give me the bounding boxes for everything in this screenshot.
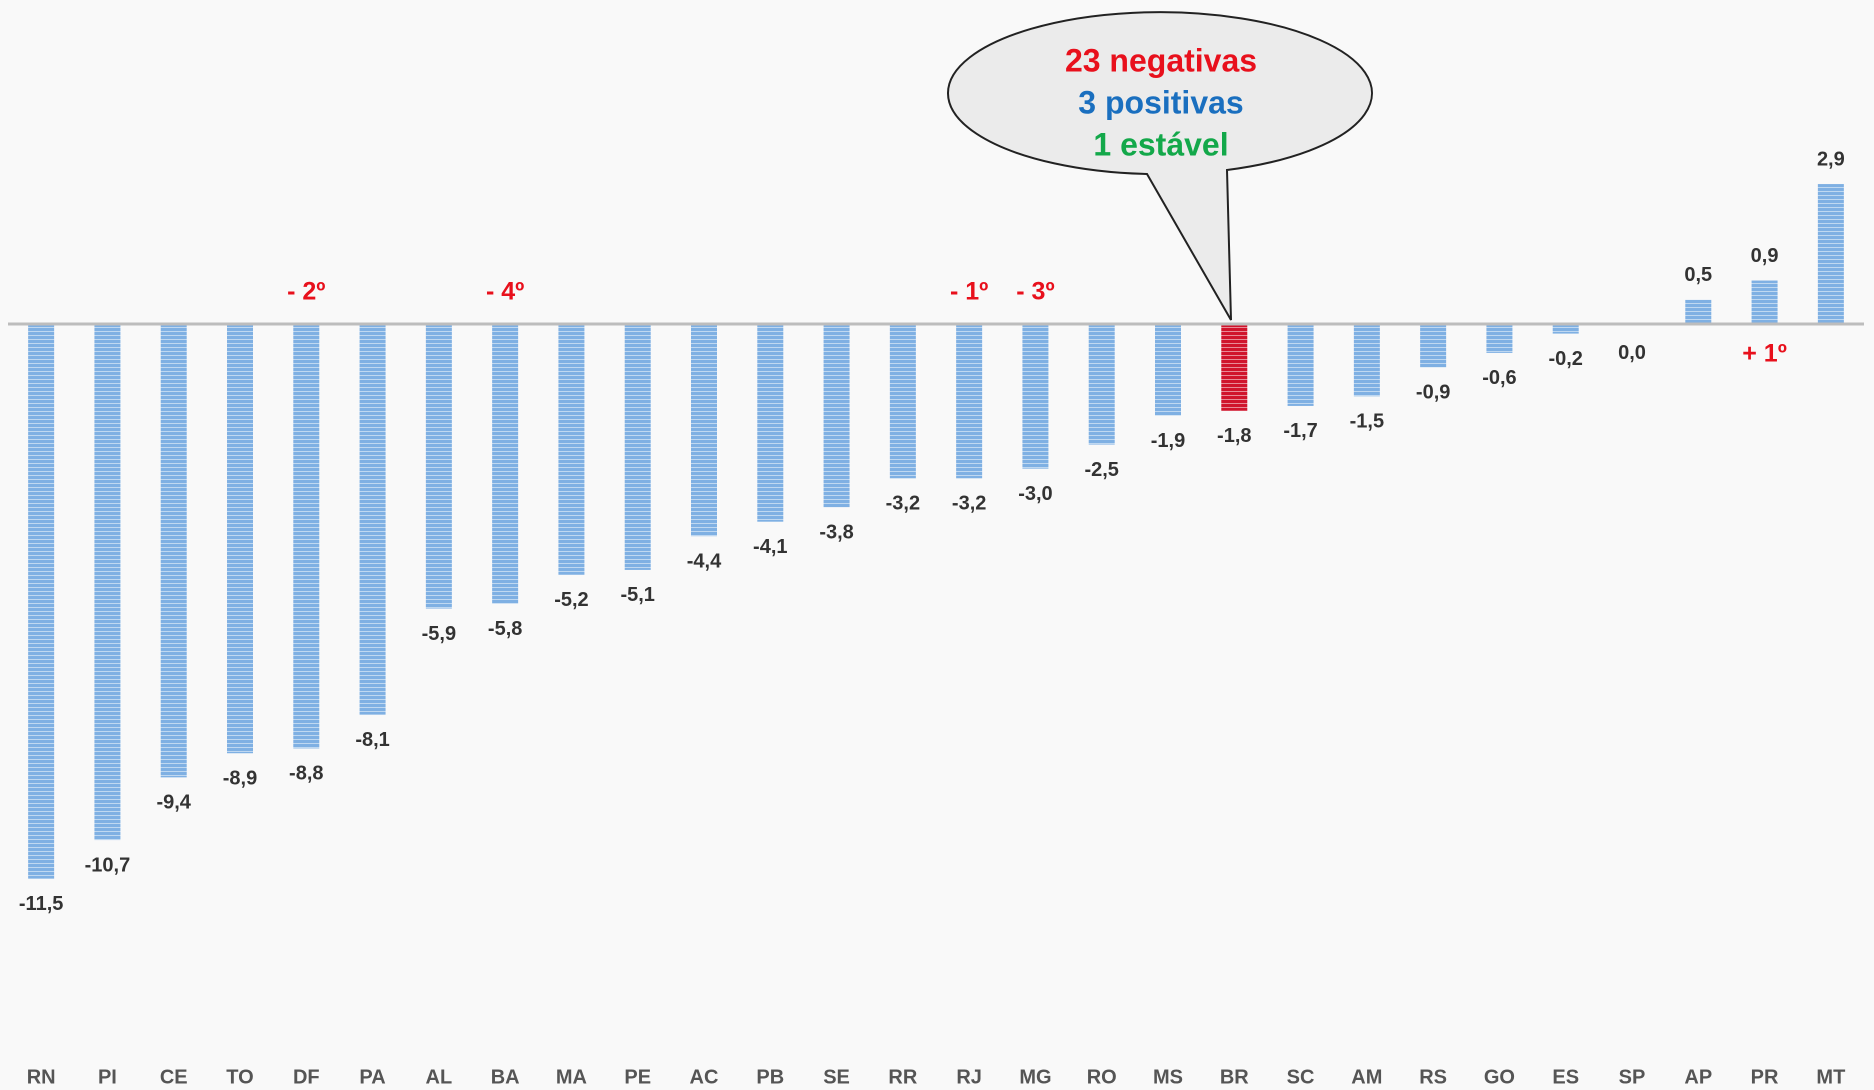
bar: [1088, 323, 1115, 445]
x-tick-label: PB: [756, 1066, 784, 1088]
x-tick-label: SC: [1287, 1066, 1315, 1088]
x-tick-label: PR: [1751, 1066, 1779, 1088]
bar: [691, 323, 717, 537]
bar: [956, 323, 983, 479]
value-label: 0,9: [1751, 245, 1779, 267]
x-tick-label: GO: [1484, 1066, 1515, 1088]
x-tick-label: DF: [293, 1066, 320, 1088]
value-label: -5,9: [422, 623, 456, 645]
value-label: -3,0: [1018, 483, 1052, 505]
x-tick-label: PI: [98, 1066, 117, 1088]
x-tick-label: MA: [556, 1066, 587, 1088]
value-label: 0,5: [1684, 264, 1712, 286]
x-tick-label: PA: [359, 1066, 385, 1088]
callout-text: 23 negativas: [1065, 42, 1257, 78]
annotation: - 1º: [950, 278, 988, 306]
value-label: -1,5: [1350, 411, 1384, 433]
value-label: -5,2: [554, 589, 588, 611]
x-tick-label: MT: [1816, 1066, 1845, 1088]
bar: [1817, 184, 1844, 324]
callout-text: 3 positivas: [1078, 84, 1243, 120]
bar: [624, 323, 651, 570]
x-tick-label: AC: [690, 1066, 719, 1088]
value-label: -4,1: [753, 536, 787, 558]
x-tick-label: RJ: [956, 1066, 982, 1088]
x-tick-label: RR: [888, 1066, 917, 1088]
value-label: -8,1: [355, 729, 389, 751]
value-label: -1,7: [1283, 420, 1317, 442]
x-tick-label: AP: [1684, 1066, 1712, 1088]
bar: [425, 323, 452, 609]
bar: [1155, 323, 1181, 416]
x-tick-label: AM: [1351, 1066, 1382, 1088]
bar: [492, 323, 519, 604]
x-tick-label: RS: [1419, 1066, 1447, 1088]
bar: [1751, 280, 1778, 324]
value-label: -0,9: [1416, 382, 1450, 404]
value-label: -8,8: [289, 763, 323, 785]
bar: [1287, 323, 1314, 406]
value-label: -5,1: [620, 584, 654, 606]
x-tick-label: TO: [226, 1066, 253, 1088]
bar: [1486, 323, 1513, 353]
bar: [889, 323, 916, 479]
x-tick-label: ES: [1552, 1066, 1579, 1088]
bar: [1552, 323, 1579, 334]
value-label: -8,9: [223, 768, 257, 790]
x-tick-label: MS: [1153, 1066, 1183, 1088]
bar: [823, 323, 850, 508]
annotation: - 2º: [287, 278, 325, 306]
value-label: -10,7: [85, 854, 131, 876]
bar: [359, 323, 386, 715]
annotation: - 3º: [1016, 278, 1054, 306]
bar: [1353, 323, 1380, 397]
value-label: -11,5: [19, 893, 63, 915]
value-label: -3,8: [819, 522, 853, 544]
value-label: 2,9: [1817, 148, 1845, 170]
bar: [1221, 323, 1248, 411]
bar: [28, 323, 55, 879]
annotation: - 4º: [486, 278, 524, 306]
bar: [757, 323, 784, 522]
callout-bubble: [947, 11, 1373, 321]
x-tick-label: BR: [1220, 1066, 1249, 1088]
value-label: -1,9: [1151, 430, 1185, 452]
callout-text: 1 estável: [1093, 126, 1228, 162]
bar: [558, 323, 585, 575]
value-label: -9,4: [156, 792, 191, 814]
value-label: -4,4: [687, 550, 722, 572]
x-tick-label: AL: [426, 1066, 453, 1088]
x-tick-label: PE: [624, 1066, 651, 1088]
x-tick-label: CE: [160, 1066, 188, 1088]
x-tick-label: MG: [1019, 1066, 1051, 1088]
value-label: -0,2: [1548, 348, 1582, 370]
value-label: -2,5: [1084, 459, 1118, 481]
x-tick-label: BA: [491, 1066, 520, 1088]
x-tick-label: RO: [1087, 1066, 1117, 1088]
x-tick-label: SE: [823, 1066, 850, 1088]
bar: [94, 323, 121, 841]
x-tick-label: SP: [1619, 1066, 1646, 1088]
callout: 23 negativas 3 positivas 1 estável: [947, 11, 1373, 321]
bar: [227, 323, 253, 754]
value-label: -5,8: [488, 618, 522, 640]
value-label: -1,8: [1217, 425, 1251, 447]
bar: [1685, 299, 1712, 324]
value-label: -0,6: [1482, 367, 1516, 389]
value-label: 0,0: [1618, 342, 1646, 364]
bar: [293, 323, 320, 749]
bar: [1420, 323, 1447, 368]
value-label: -3,2: [886, 493, 920, 515]
annotation: + 1º: [1742, 340, 1787, 368]
x-tick-label: RN: [27, 1066, 56, 1088]
bar: [160, 323, 187, 778]
value-label: -3,2: [952, 493, 986, 515]
bar: [1022, 323, 1049, 469]
